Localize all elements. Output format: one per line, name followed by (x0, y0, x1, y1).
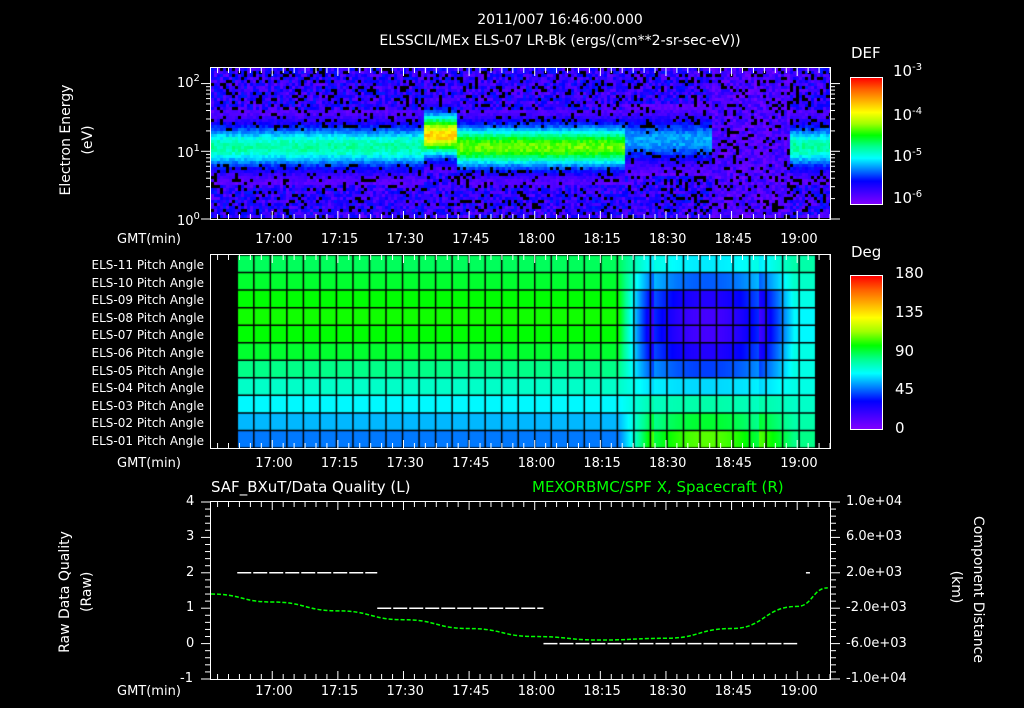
right-y-tick-label: -2.0e+03 (846, 600, 907, 616)
pitch-angle-row-label: ELS-08 Pitch Angle (91, 310, 204, 325)
right-y-tick-label: 2.0e+03 (846, 564, 903, 580)
time-tick-label: 18:30 (648, 232, 687, 247)
time-tick-label: 18:00 (517, 684, 556, 699)
pitch-angle-row-label: ELS-06 Pitch Angle (91, 346, 204, 360)
deg-colorbar-label: Deg (851, 243, 882, 261)
energy-tick-100: 102 (177, 73, 200, 91)
time-tick-label: 19:00 (780, 684, 818, 699)
pitch-angle-grid (211, 255, 831, 448)
right-series-title: MEXORBMC/SPF X, Spacecraft (R) (532, 478, 784, 496)
time-tick-label: 17:15 (320, 684, 359, 699)
pitch-angle-row-label: ELS-11 Pitch Angle (91, 258, 204, 272)
time-tick-label: 17:30 (386, 684, 424, 699)
time-tick-label: 18:30 (648, 456, 687, 471)
time-tick-label: 19:00 (780, 232, 818, 247)
time-tick-label: 18:15 (583, 456, 621, 471)
time-tick-label: 18:00 (517, 232, 556, 247)
pitch-angle-row-label: ELS-10 Pitch Angle (91, 275, 204, 290)
pitch-angle-row-label: ELS-01 Pitch Angle (91, 434, 204, 448)
time-tick-label: 19:00 (780, 456, 818, 471)
deg-tick-135: 135 (895, 303, 924, 321)
time-tick-label: 18:15 (583, 232, 621, 247)
right-y-tick-label: -6.0e+03 (846, 635, 907, 651)
time-tick-label: 17:15 (320, 232, 359, 247)
time-tick-label: 17:45 (452, 232, 490, 247)
right-y-tick-label: -1.0e+04 (846, 671, 907, 686)
left-y-tick-label: 2 (186, 564, 195, 580)
time-tick-label: 17:45 (452, 684, 490, 699)
time-tick-label: 17:45 (452, 456, 490, 471)
time-axis-label-3: GMT(min) (117, 684, 181, 699)
def-tick-1e-3: 10-3 (893, 62, 923, 80)
def-colorbar-label: DEF (851, 44, 881, 62)
time-tick-label: 17:00 (255, 456, 293, 471)
time-tick-label: 18:30 (648, 684, 687, 699)
time-tick-label: 18:45 (714, 684, 753, 699)
def-tick-1e-6: 10-6 (893, 189, 923, 207)
time-axis-label-2: GMT(min) (117, 456, 181, 471)
time-tick-label: 18:45 (714, 232, 753, 247)
def-tick-1e-5: 10-5 (893, 147, 923, 165)
time-tick-label: 18:45 (714, 456, 753, 471)
left-y-tick-label: 3 (186, 529, 195, 545)
left-y-tick-label: 1 (186, 600, 195, 616)
energy-spectrogram (211, 68, 831, 218)
right-y-tick-label: 1.0e+04 (846, 494, 903, 509)
deg-tick-180: 180 (895, 264, 924, 282)
pitch-angle-row-label: ELS-02 Pitch Angle (91, 416, 204, 431)
def-tick-1e-4: 10-4 (893, 106, 923, 124)
energy-tick-1: 100 (177, 211, 200, 229)
deg-tick-90: 90 (895, 342, 915, 360)
deg-tick-0: 0 (895, 419, 905, 437)
pitch-angle-row-label: ELS-07 Pitch Angle (91, 328, 204, 343)
time-tick-label: 17:00 (255, 684, 293, 699)
time-tick-label: 17:30 (386, 232, 424, 247)
plot-title: ELSSCIL/MEx ELS-07 LR-Bk (ergs/(cm**2-sr… (379, 33, 741, 49)
left-y-tick-label: 0 (186, 635, 195, 651)
left-y-tick-label: 4 (186, 494, 195, 509)
time-tick-label: 17:15 (320, 456, 359, 471)
time-tick-label: 18:15 (583, 684, 621, 699)
right-y-tick-label: 6.0e+03 (846, 529, 903, 545)
time-tick-label: 18:00 (517, 456, 556, 471)
left-y-tick-label: -1 (180, 671, 193, 686)
time-tick-label: 17:00 (255, 232, 293, 247)
time-tick-label: 17:30 (386, 456, 424, 471)
deg-tick-45: 45 (895, 380, 915, 398)
left-series-title: SAF_BXuT/Data Quality (L) (211, 478, 411, 496)
time-axis-label-1: GMT(min) (117, 232, 181, 247)
pitch-angle-row-label: ELS-03 Pitch Angle (91, 398, 204, 413)
energy-tick-10: 101 (177, 143, 200, 161)
deg-colorbar (850, 275, 883, 430)
def-colorbar (850, 77, 883, 205)
pitch-angle-row-label: ELS-04 Pitch Angle (91, 381, 204, 396)
pitch-angle-row-label: ELS-09 Pitch Angle (91, 293, 204, 308)
plot-timestamp: 2011/007 16:46:00.000 (477, 12, 643, 28)
pitch-angle-row-label: ELS-05 Pitch Angle (91, 363, 204, 378)
